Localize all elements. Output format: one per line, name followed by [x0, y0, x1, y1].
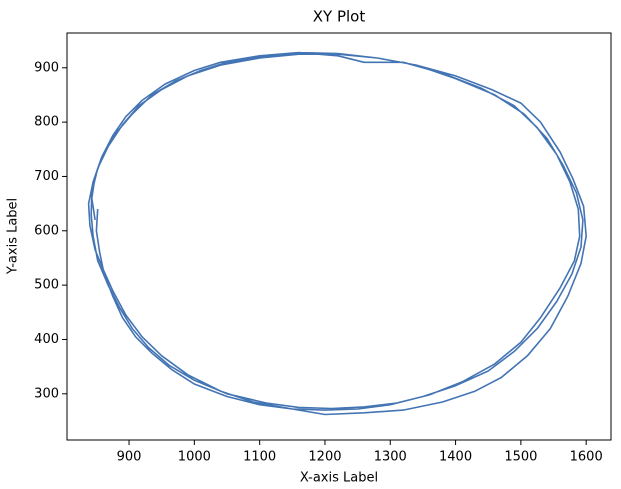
- x-tick-label: 1100: [243, 450, 276, 465]
- y-tick-label: 400: [34, 332, 59, 347]
- x-tick-label: 900: [117, 450, 142, 465]
- y-tick-label: 800: [34, 115, 59, 130]
- x-tick-label: 1300: [374, 450, 407, 465]
- y-tick-label: 900: [34, 60, 59, 75]
- x-tick-label: 1000: [178, 450, 211, 465]
- y-tick-label: 600: [34, 223, 59, 238]
- x-tick-label: 1500: [504, 450, 537, 465]
- x-tick-label: 1200: [308, 450, 341, 465]
- y-tick-label: 700: [34, 169, 59, 184]
- y-axis-label: Y-axis Label: [6, 198, 21, 275]
- chart-title: XY Plot: [313, 8, 366, 26]
- x-axis-label: X-axis Label: [300, 471, 378, 486]
- plot-frame: [66, 32, 612, 441]
- x-tick-label: 1600: [570, 450, 603, 465]
- y-tick-label: 500: [34, 278, 59, 293]
- x-tick-label: 1400: [439, 450, 472, 465]
- y-tick-label: 300: [34, 386, 59, 401]
- data-line: [87, 51, 587, 416]
